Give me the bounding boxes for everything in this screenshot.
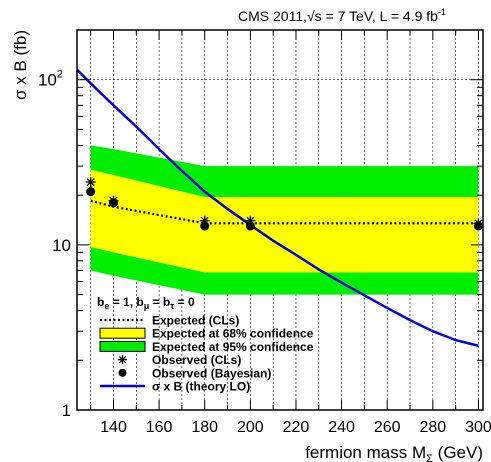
star-stroke [86,178,95,187]
data-lines [77,68,479,347]
x-tick-label: 300 [465,419,491,436]
x-tick-label: 160 [146,419,173,436]
observed-bayes-point [86,187,96,197]
y-axis-title: σ x B (fb) [11,30,30,100]
legend-entry-band68: Expected at 68% confidence [99,327,314,341]
legend-symbol-observed-cls [118,355,127,365]
legend-symbol-band95 [99,340,146,352]
plot-frame [76,29,484,411]
theory-curve [77,68,479,347]
y-tick-label: 10 [52,236,71,255]
legend-header: be = 1, bμ = bτ = 0 [97,295,195,311]
axis-ticks [77,29,483,411]
x-tick-label: 260 [374,419,401,436]
x-axis-title: fermion mass MΣ (GeV) [305,443,483,462]
x-tick-label: 240 [328,419,355,436]
chart-title: CMS 2011,√s = 7 TeV, L = 4.9 fb-1 [238,7,446,24]
legend-entry-band95: Expected at 95% confidence [99,340,314,354]
observed-cls-point [85,177,96,188]
x-tick-label: 140 [100,419,127,436]
legend-label: Expected at 68% confidence [152,327,314,341]
observed-bayes-point [108,198,118,208]
legend-entry-observed_cls: Observed (CLs) [118,353,241,367]
legend-label: Expected (CLs) [152,314,239,328]
y-tick-label: 102 [38,69,63,90]
legend-label: Expected at 95% confidence [152,340,314,354]
star-stroke [118,355,127,364]
band-68-percent [90,169,479,273]
x-tick-label: 280 [419,419,446,436]
axis-tick-labels: 140 160 180 200 220 240 260 280 300 1 10 102 [38,69,491,436]
legend: be = 1, bμ = bτ = 0 Expected (CLs)Expect… [97,295,314,394]
x-tick-label: 220 [283,419,310,436]
x-tick-label: 200 [237,419,264,436]
legend-symbol-observed-bayes [118,368,127,377]
legend-label: Observed (CLs) [152,353,241,367]
legend-entry-observed_bayes: Observed (Bayesian) [118,366,271,380]
observed-bayes-point [200,221,210,231]
confidence-bands [90,145,479,295]
x-tick-label: 180 [191,419,218,436]
y-tick-label: 1 [62,401,71,420]
legend-label: σ x B (theory LO) [152,380,250,394]
legend-entry-expected: Expected (CLs) [100,314,239,328]
legend-symbol-band68 [99,327,146,339]
data-markers [85,177,484,231]
legend-label: Observed (Bayesian) [152,366,271,380]
observed-bayes-point [473,221,483,231]
observed-bayes-point [245,221,255,231]
legend-entry-theory: σ x B (theory LO) [100,380,250,394]
